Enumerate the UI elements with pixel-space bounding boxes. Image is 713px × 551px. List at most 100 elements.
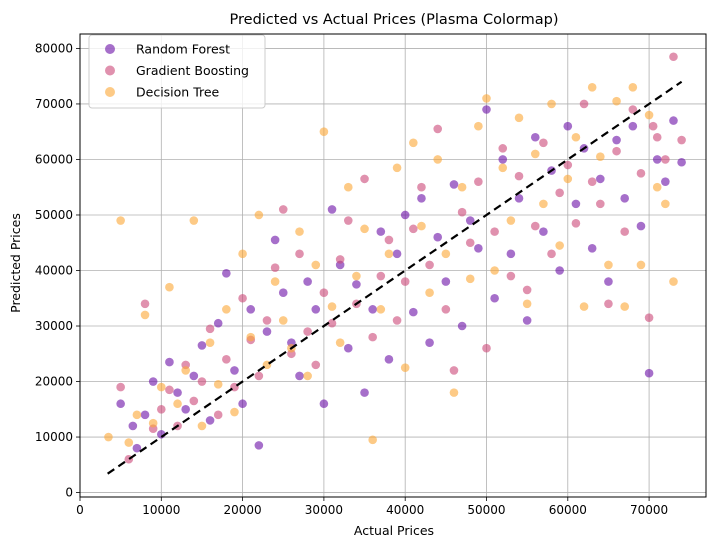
data-point xyxy=(530,132,540,142)
data-point xyxy=(409,138,418,148)
data-point xyxy=(409,224,418,234)
x-tick-label: 0 xyxy=(76,503,84,517)
data-point xyxy=(238,249,247,259)
data-point xyxy=(222,355,231,364)
data-point xyxy=(343,182,353,192)
data-point xyxy=(677,135,686,145)
data-point xyxy=(128,421,138,431)
data-point xyxy=(270,235,280,245)
data-point xyxy=(506,216,516,225)
data-point xyxy=(628,82,638,92)
data-point xyxy=(457,182,467,192)
data-point xyxy=(457,321,467,331)
data-point xyxy=(636,169,646,178)
data-point xyxy=(579,302,589,311)
reference-line xyxy=(107,80,683,475)
data-point xyxy=(197,377,207,386)
data-point xyxy=(384,249,394,259)
data-point xyxy=(482,105,491,114)
data-point xyxy=(278,205,288,214)
data-point xyxy=(555,241,564,250)
data-point xyxy=(140,310,150,320)
y-axis-label: Predicted Prices xyxy=(8,213,23,313)
data-point xyxy=(425,338,434,347)
legend-label: Decision Tree xyxy=(136,85,220,100)
data-point xyxy=(579,99,589,109)
data-point xyxy=(352,280,361,289)
data-point xyxy=(132,443,142,453)
data-point xyxy=(506,249,516,259)
data-point xyxy=(156,404,166,414)
data-point xyxy=(530,149,540,159)
y-tick-label: 10000 xyxy=(35,430,73,444)
data-point xyxy=(327,318,337,328)
data-point xyxy=(295,227,304,236)
data-point xyxy=(644,110,654,120)
data-point xyxy=(116,382,125,392)
series-2-points xyxy=(104,82,678,447)
data-point xyxy=(457,207,467,217)
data-point xyxy=(604,277,613,286)
y-tick-label: 30000 xyxy=(35,319,73,333)
data-point xyxy=(352,271,361,281)
series-1-points xyxy=(116,52,686,464)
data-point xyxy=(636,260,646,270)
data-point xyxy=(539,199,548,209)
data-point xyxy=(648,121,658,131)
data-point xyxy=(392,316,402,325)
data-point xyxy=(620,227,630,236)
data-point xyxy=(636,221,646,231)
data-point xyxy=(116,216,125,225)
legend: Random Forest Gradient Boosting Decision T… xyxy=(88,34,266,109)
x-tick-label: 20000 xyxy=(224,503,262,517)
data-point xyxy=(514,194,524,203)
data-point xyxy=(368,305,377,314)
data-point xyxy=(400,210,410,220)
data-point xyxy=(156,382,166,392)
data-point xyxy=(254,441,264,450)
data-point xyxy=(400,363,410,372)
data-point xyxy=(246,332,256,342)
data-point xyxy=(522,316,532,325)
legend-marker xyxy=(105,44,115,54)
data-point xyxy=(596,152,605,161)
data-point xyxy=(652,182,662,192)
data-point xyxy=(213,410,223,420)
data-point xyxy=(449,388,459,397)
data-point xyxy=(238,293,247,303)
data-point xyxy=(417,221,426,231)
data-point xyxy=(189,216,199,225)
data-point xyxy=(433,232,443,242)
data-point xyxy=(506,271,516,281)
data-point xyxy=(612,96,621,106)
data-point xyxy=(148,418,158,428)
data-point xyxy=(620,302,630,311)
x-tick-label: 50000 xyxy=(467,503,505,517)
data-point xyxy=(116,399,125,409)
data-point xyxy=(230,407,239,417)
data-point xyxy=(384,355,394,364)
data-point xyxy=(205,416,215,425)
data-point xyxy=(417,182,426,192)
data-point xyxy=(661,155,670,164)
data-point xyxy=(555,266,564,275)
x-tick-label: 40000 xyxy=(386,503,424,517)
data-point xyxy=(563,174,573,184)
data-point xyxy=(441,305,451,314)
data-point xyxy=(189,396,199,406)
axis-ticks: 0 10000 20000 30000 40000 50000 60000 70000 0 100… xyxy=(35,41,668,517)
data-point xyxy=(384,235,394,245)
data-point xyxy=(254,210,264,220)
data-point xyxy=(571,199,581,209)
data-point xyxy=(222,305,231,314)
data-point xyxy=(644,313,654,322)
data-point xyxy=(278,316,288,325)
series-0-points xyxy=(116,105,686,453)
data-point xyxy=(425,288,434,298)
data-point xyxy=(295,249,304,259)
data-point xyxy=(213,380,223,389)
data-point xyxy=(669,52,678,62)
data-point xyxy=(563,160,573,170)
data-point xyxy=(165,282,174,292)
